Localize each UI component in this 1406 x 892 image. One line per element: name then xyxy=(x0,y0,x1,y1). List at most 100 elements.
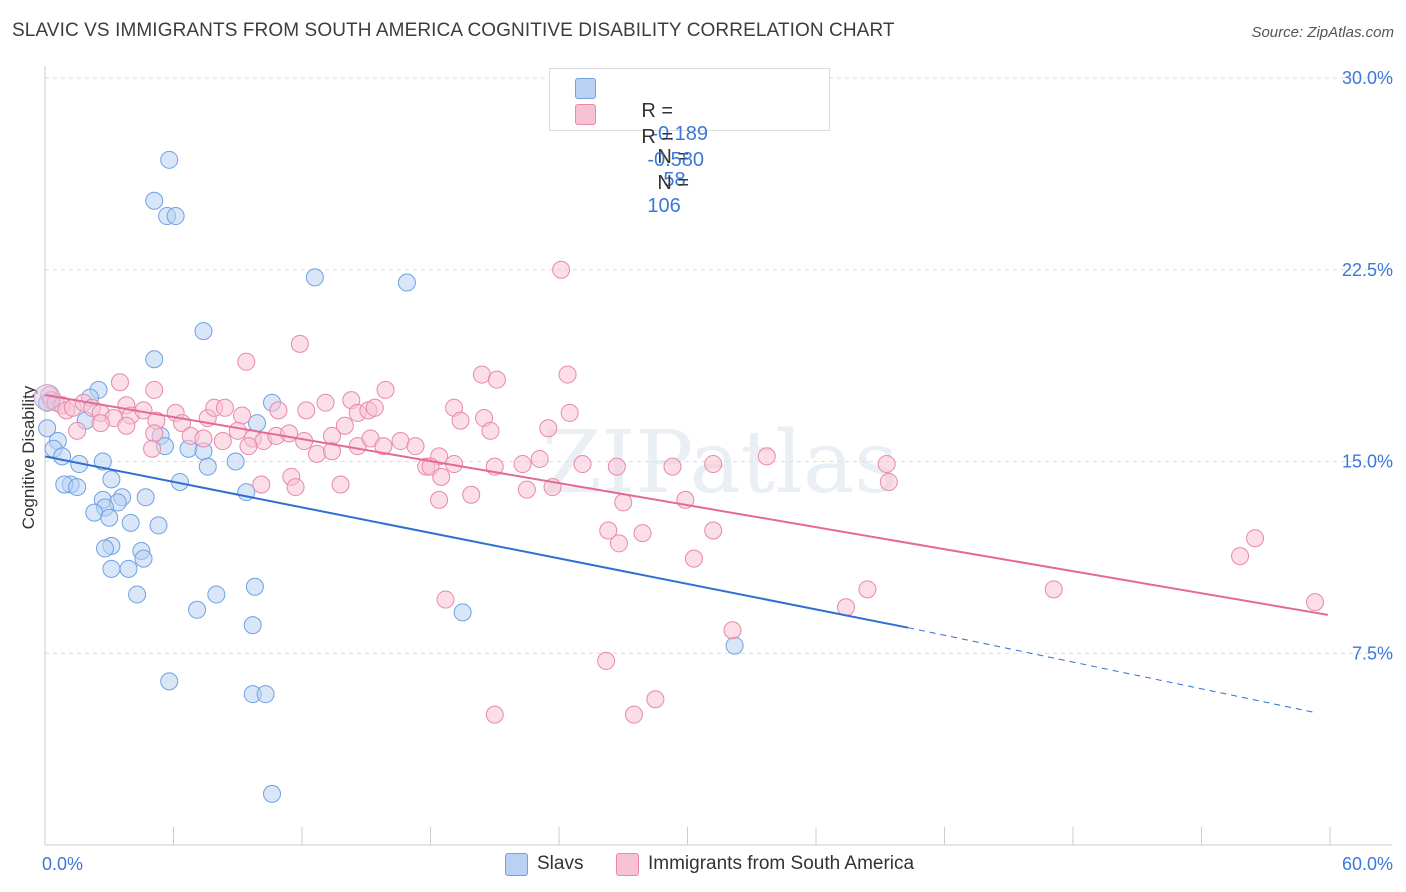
data-point xyxy=(704,455,723,474)
data-point xyxy=(391,432,410,451)
data-point xyxy=(560,403,579,422)
data-point xyxy=(239,437,258,456)
r-value-slavs: -0.189 xyxy=(651,123,709,145)
data-point xyxy=(160,672,179,691)
data-point xyxy=(573,455,592,474)
data-point xyxy=(280,424,299,443)
data-point xyxy=(877,455,896,474)
legend-swatch-slavs xyxy=(505,853,528,876)
data-point xyxy=(207,585,226,604)
data-point xyxy=(539,419,558,438)
data-point xyxy=(331,475,350,494)
data-point xyxy=(53,447,72,466)
data-point xyxy=(248,414,267,433)
data-point xyxy=(149,516,168,535)
data-point xyxy=(145,350,164,369)
data-point xyxy=(599,521,618,540)
data-point xyxy=(166,207,185,226)
data-point xyxy=(228,421,247,440)
data-point xyxy=(684,549,703,568)
data-point xyxy=(243,616,262,635)
data-point xyxy=(436,590,455,609)
data-point xyxy=(233,406,252,425)
data-point xyxy=(143,439,162,458)
data-point xyxy=(406,437,425,456)
data-point xyxy=(145,424,164,443)
data-point xyxy=(128,585,147,604)
legend-swatch-immigrants xyxy=(575,104,596,125)
trendline-immigrants xyxy=(44,394,1329,616)
data-point xyxy=(453,603,472,622)
trendline-slavs xyxy=(44,455,909,629)
y-axis-label: Cognitive Disability xyxy=(19,385,38,529)
data-point xyxy=(335,416,354,435)
data-point xyxy=(614,493,633,512)
data-point xyxy=(286,478,305,497)
series-immigrants xyxy=(40,260,1325,724)
data-point xyxy=(624,705,643,724)
data-point xyxy=(269,401,288,420)
chart-title: SLAVIC VS IMMIGRANTS FROM SOUTH AMERICA … xyxy=(12,20,895,41)
data-point xyxy=(110,373,129,392)
correlation-legend: R = -0.189 N = 58 R = -0.580 N = 106 xyxy=(549,68,830,217)
data-point xyxy=(430,490,449,509)
data-point xyxy=(194,429,213,448)
data-point xyxy=(297,401,316,420)
data-point xyxy=(68,421,87,440)
data-point xyxy=(226,452,245,471)
data-point xyxy=(252,475,271,494)
data-point xyxy=(597,651,616,670)
data-point xyxy=(1306,593,1325,612)
data-point xyxy=(316,393,335,412)
r-label: R = xyxy=(641,126,674,148)
data-point xyxy=(237,352,256,371)
n-value-slavs: 58 xyxy=(663,169,686,191)
data-point xyxy=(663,457,682,476)
y-tick-label: 15.0% xyxy=(1342,452,1393,472)
data-point xyxy=(85,503,104,522)
data-point xyxy=(136,488,155,507)
legend-label-immigrants: Immigrants from South America xyxy=(648,853,915,874)
data-point xyxy=(91,414,110,433)
data-point xyxy=(552,260,571,279)
data-point xyxy=(487,370,506,389)
n-label: N = xyxy=(657,146,690,168)
data-point xyxy=(95,539,114,558)
data-point xyxy=(472,365,491,384)
data-point xyxy=(432,467,451,486)
data-point xyxy=(119,559,138,578)
r-label: R = xyxy=(641,100,674,122)
data-point xyxy=(374,437,393,456)
data-point xyxy=(198,457,217,476)
data-point xyxy=(858,580,877,599)
trendline-slavs-extension xyxy=(907,627,1313,713)
data-point xyxy=(290,334,309,353)
data-point xyxy=(462,485,481,504)
source-label: Source: ZipAtlas.com xyxy=(1251,24,1394,41)
data-point xyxy=(609,534,628,553)
data-point xyxy=(757,447,776,466)
data-point xyxy=(646,690,665,709)
data-point xyxy=(194,322,213,341)
r-value-immigrants: -0.580 xyxy=(647,149,705,171)
legend-swatch-slavs xyxy=(575,78,596,99)
data-point xyxy=(513,455,532,474)
data-point xyxy=(245,577,264,596)
data-point xyxy=(68,478,87,497)
data-point xyxy=(481,421,500,440)
x-tick-label: 60.0% xyxy=(1342,854,1393,874)
data-point xyxy=(607,457,626,476)
data-point xyxy=(160,150,179,169)
data-point xyxy=(530,449,549,468)
data-point xyxy=(517,480,536,499)
n-label: N = xyxy=(657,172,690,194)
data-point xyxy=(633,524,652,543)
data-point xyxy=(365,398,384,417)
data-point xyxy=(134,549,153,568)
data-point xyxy=(1044,580,1063,599)
y-tick-label: 7.5% xyxy=(1352,643,1393,663)
data-point xyxy=(145,380,164,399)
data-point xyxy=(145,191,164,210)
data-point xyxy=(102,470,121,489)
